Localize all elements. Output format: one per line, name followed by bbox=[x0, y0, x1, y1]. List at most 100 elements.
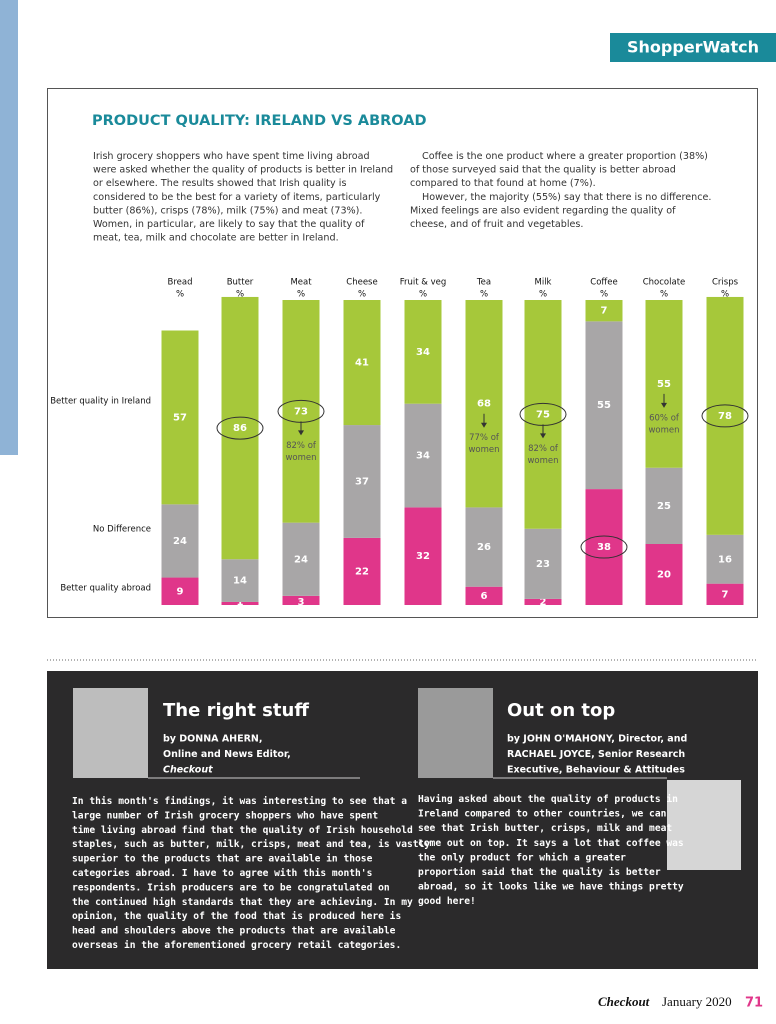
bar-segment bbox=[645, 544, 683, 605]
body-line: abroad, so it looks like we have things … bbox=[418, 881, 684, 893]
arrow-head bbox=[540, 433, 546, 439]
title: PRODUCT QUALITY: IRELAND VS ABROAD bbox=[92, 113, 427, 129]
bar-segment bbox=[282, 522, 320, 596]
category-label: Bread bbox=[168, 278, 193, 288]
intro-line: Mixed feelings are also evident regardin… bbox=[410, 205, 676, 216]
body-line: staples, such as butter, milk, crisps, m… bbox=[72, 838, 430, 850]
category-label: Crisps bbox=[712, 278, 739, 288]
value-label: 86 bbox=[233, 423, 247, 434]
intro-line: meat, tea, milk and chocolate are better… bbox=[93, 233, 339, 244]
photo bbox=[418, 688, 493, 778]
value-label: 7 bbox=[601, 306, 608, 317]
byline: Online and News Editor, bbox=[163, 749, 291, 760]
arrow-head bbox=[298, 430, 304, 436]
bar-segment bbox=[465, 586, 503, 605]
bar-segment bbox=[465, 300, 503, 508]
intro-line: cheese, and of fruit and vegetables. bbox=[410, 219, 583, 230]
arrow-head bbox=[661, 402, 667, 408]
footer-magazine: Checkout bbox=[598, 994, 650, 1009]
value-label: 3 bbox=[298, 597, 305, 608]
bar-segment bbox=[645, 467, 683, 544]
intro-line: were asked whether the quality of produc… bbox=[93, 165, 393, 176]
body-line: Having asked about the quality of produc… bbox=[418, 793, 678, 805]
body-line: good here! bbox=[418, 896, 476, 907]
annotation: 82% of bbox=[286, 441, 317, 451]
body-line: come out on top. It says a lot that coff… bbox=[418, 838, 684, 849]
value-label: 7 bbox=[722, 589, 729, 600]
body-line: proportion said that the quality is bett… bbox=[418, 866, 661, 878]
bar-segment bbox=[282, 300, 320, 523]
value-label: 55 bbox=[597, 400, 611, 411]
side-image bbox=[0, 0, 18, 455]
value-label: 32 bbox=[416, 551, 430, 562]
bar-segment bbox=[585, 321, 623, 490]
row-label: Better quality in Ireland bbox=[50, 397, 151, 407]
body-line: In this month's findings, it was interes… bbox=[72, 795, 407, 807]
bar-segment bbox=[343, 425, 381, 538]
value-label: 38 bbox=[597, 542, 611, 553]
intro-line: or elsewhere. The results showed that Ir… bbox=[93, 178, 346, 189]
value-label: 1 bbox=[237, 597, 244, 608]
value-label: 34 bbox=[416, 451, 430, 462]
bar-segment bbox=[282, 595, 320, 605]
section-tab bbox=[610, 33, 776, 62]
body-line: opinion, the quality of the food that is… bbox=[72, 910, 401, 922]
intro-line: butter (86%), crisps (78%), milk (75%) a… bbox=[93, 205, 362, 216]
unit-label: % bbox=[419, 290, 427, 300]
body-line: see that Irish butter, crisps, milk and … bbox=[418, 822, 672, 834]
body-line: overseas in the aforementioned grocery r… bbox=[72, 939, 401, 951]
category-label: Meat bbox=[290, 278, 312, 288]
row-label: No Difference bbox=[93, 525, 151, 535]
value-label: 37 bbox=[355, 476, 369, 487]
unit-label: % bbox=[176, 290, 184, 300]
opinion-box bbox=[47, 671, 758, 969]
value-label: 9 bbox=[177, 586, 184, 597]
arrow-head bbox=[481, 422, 487, 428]
column-heading: Out on top bbox=[507, 700, 615, 721]
unit-label: % bbox=[297, 290, 305, 300]
body-line: the only product for which a greater bbox=[418, 851, 626, 863]
value-label: 24 bbox=[294, 554, 308, 565]
bar-segment bbox=[706, 583, 744, 605]
body-line: head and shoulders above the products th… bbox=[72, 925, 396, 937]
intro-line: Coffee is the one product where a greate… bbox=[422, 151, 708, 162]
bar-segment bbox=[343, 537, 381, 605]
byline: Checkout bbox=[163, 765, 213, 776]
value-label: 41 bbox=[355, 358, 369, 369]
value-label: 34 bbox=[416, 347, 430, 358]
bar-segment bbox=[221, 559, 259, 602]
bar-segment bbox=[161, 577, 199, 605]
value-label: 57 bbox=[173, 412, 187, 423]
intro-line: However, the majority (55%) say that the… bbox=[422, 192, 711, 203]
intro-line: considered to be the best for a variety … bbox=[93, 192, 381, 203]
annotation: women bbox=[285, 453, 316, 463]
category-label: Cheese bbox=[346, 278, 377, 288]
unit-label: % bbox=[721, 290, 729, 300]
value-label: 78 bbox=[718, 411, 732, 422]
column-heading: The right stuff bbox=[163, 700, 309, 721]
annotation: 60% of bbox=[649, 413, 680, 423]
bar-segment bbox=[645, 300, 683, 468]
value-label: 6 bbox=[481, 591, 488, 602]
byline: RACHAEL JOYCE, Senior Research bbox=[507, 749, 685, 760]
value-label: 23 bbox=[536, 559, 550, 570]
category-label: Milk bbox=[535, 278, 552, 288]
body-line: Ireland compared to other countries, we … bbox=[418, 808, 667, 820]
value-label: 24 bbox=[173, 536, 187, 547]
annotation: women bbox=[527, 456, 558, 466]
annotation: women bbox=[648, 425, 679, 435]
chart-box bbox=[47, 88, 758, 618]
intro-line: Women, in particular, are likely to say … bbox=[93, 219, 365, 230]
body-line: time living abroad find that the quality… bbox=[72, 824, 413, 836]
photo bbox=[667, 780, 741, 870]
category-label: Coffee bbox=[590, 278, 617, 288]
bar-segment bbox=[706, 534, 744, 584]
highlight bbox=[580, 535, 628, 559]
value-label: 2 bbox=[540, 597, 547, 608]
unit-label: % bbox=[236, 290, 244, 300]
unit-label: % bbox=[600, 290, 608, 300]
bar-segment bbox=[524, 598, 562, 605]
category-label: Tea bbox=[476, 278, 491, 288]
body-line: superior to the products that are availa… bbox=[72, 853, 373, 865]
